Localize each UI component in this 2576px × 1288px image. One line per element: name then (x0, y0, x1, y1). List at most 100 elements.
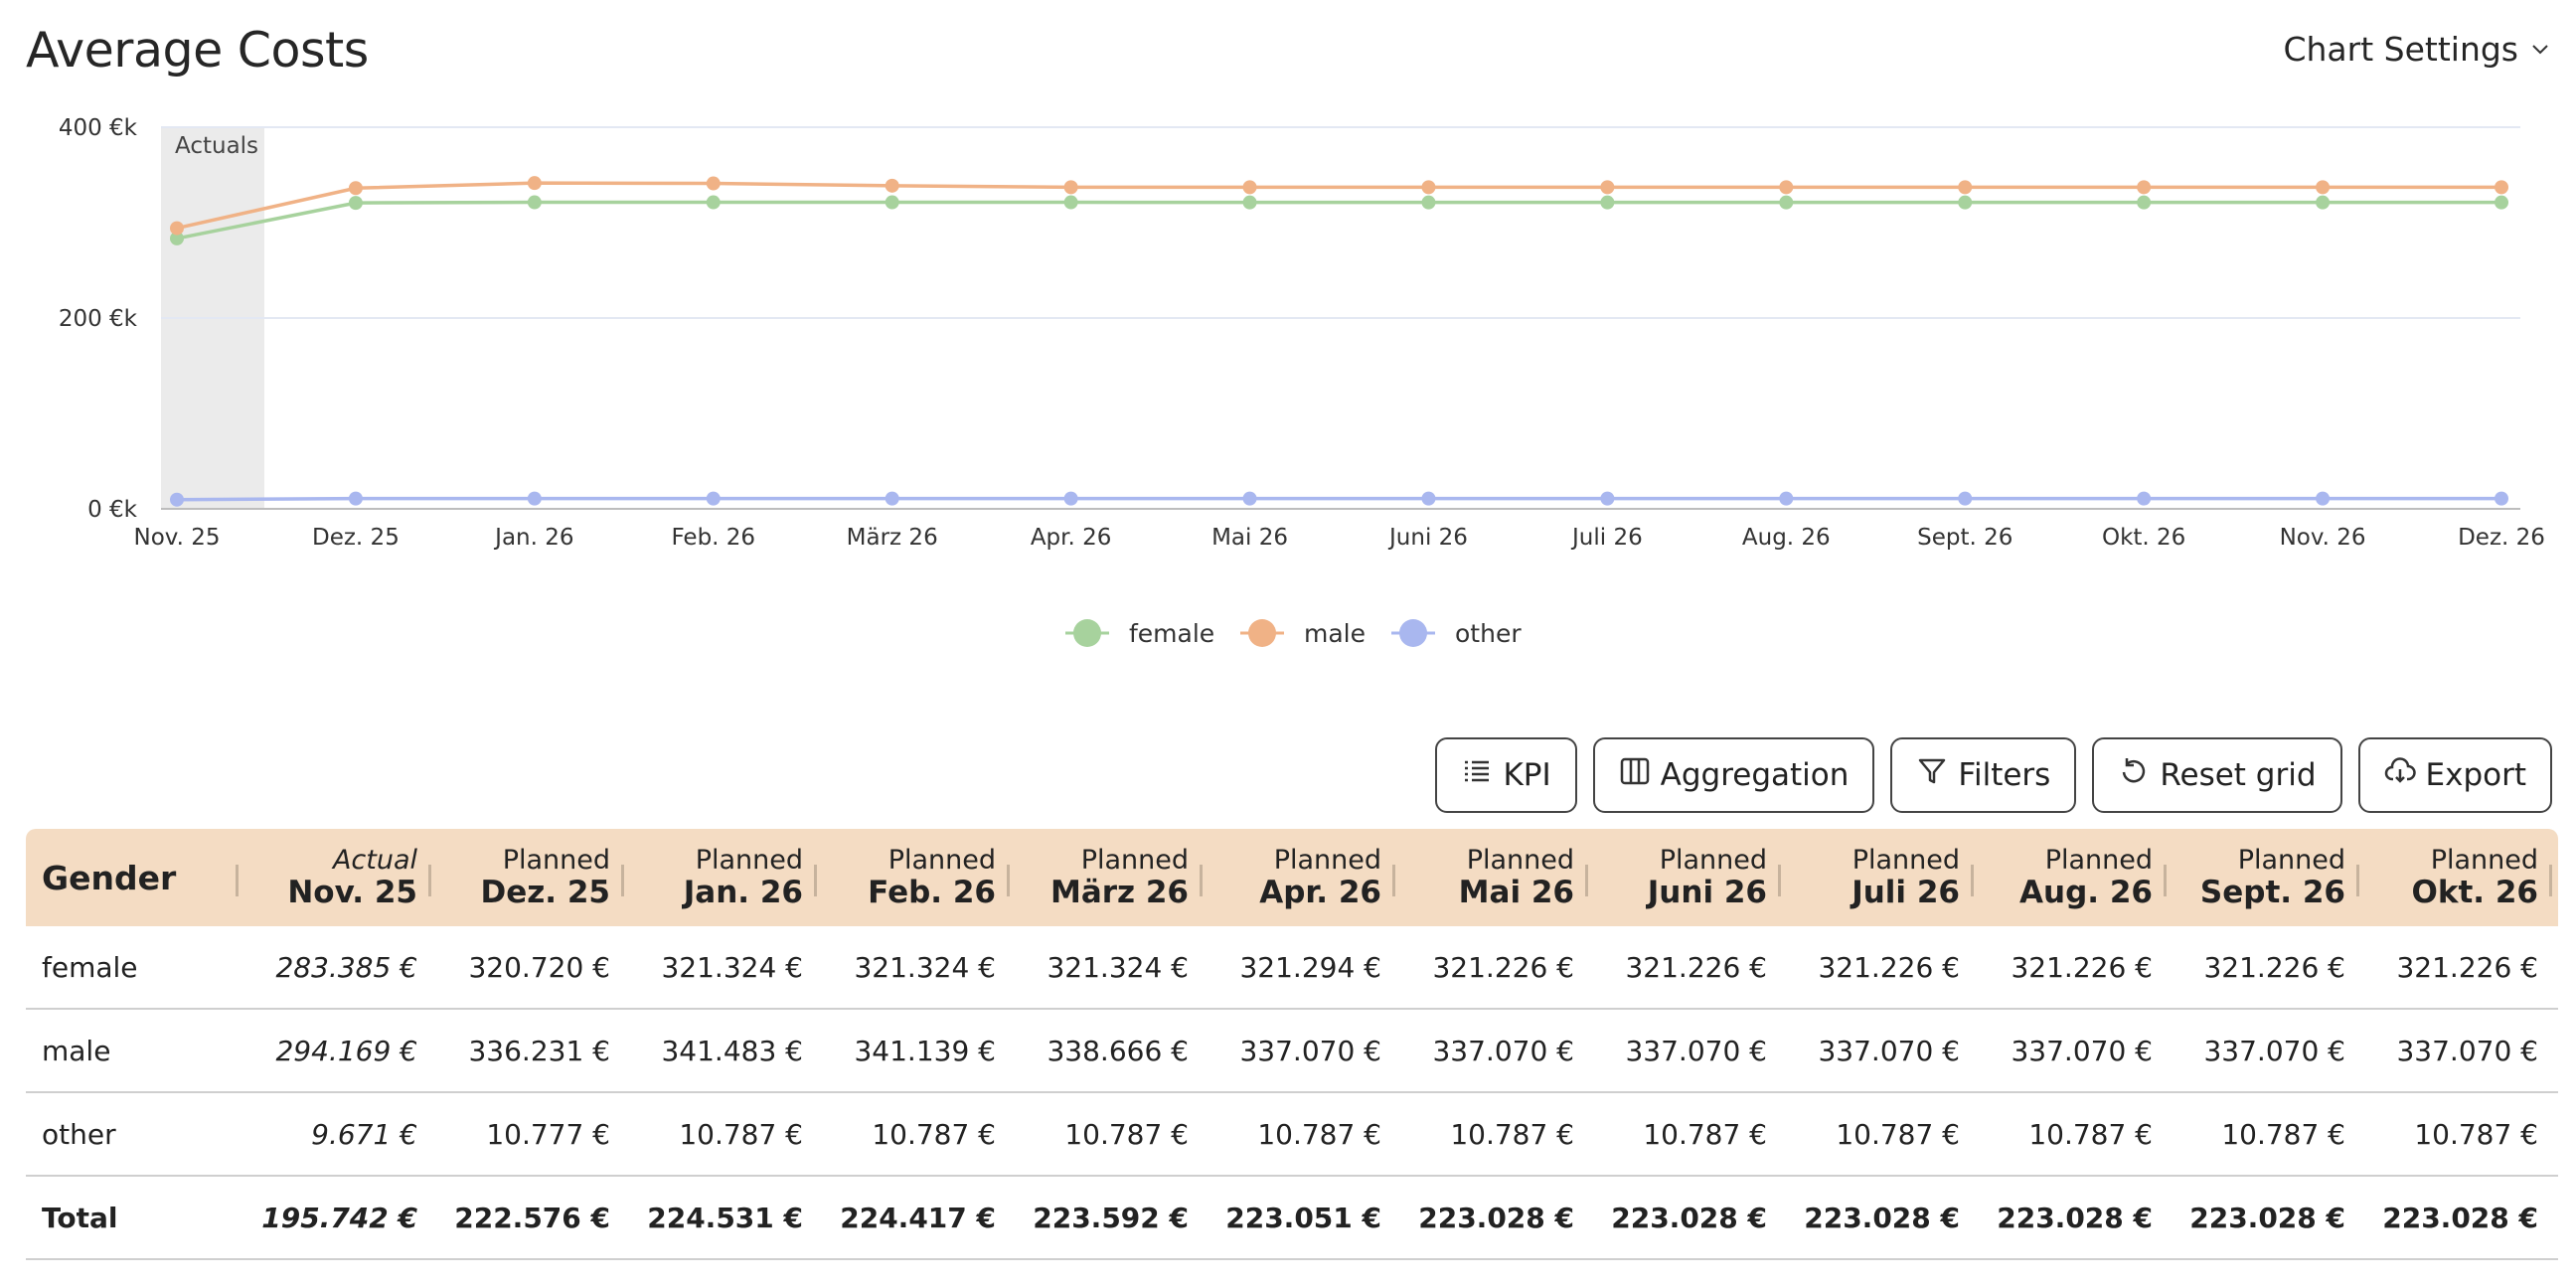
column-header[interactable]: Planned Dez. 25 (433, 829, 626, 926)
data-point-female (1779, 195, 1794, 210)
table-cell: 10.787 € (1450, 1117, 1574, 1151)
column-header[interactable]: Planned Sept. 26 (2169, 829, 2361, 926)
filters-button[interactable]: Filters (1890, 737, 2077, 813)
data-point-female (527, 195, 542, 210)
table-cell: 10.787 € (872, 1117, 996, 1151)
column-header-gender[interactable]: Gender (26, 829, 241, 926)
chart-settings-button[interactable]: Chart Settings (2283, 30, 2552, 69)
table-cell: 10.787 € (2414, 1117, 2538, 1151)
column-header[interactable]: Planned Apr. 26 (1205, 829, 1397, 926)
series-line-female (176, 200, 2501, 241)
data-point-male (348, 181, 363, 196)
column-header[interactable]: Planned Aug. 26 (1976, 829, 2169, 926)
data-point-other (2316, 491, 2331, 506)
table-cell: 337.070 € (2011, 1034, 2153, 1067)
table-cell: 338.666 € (1046, 1034, 1189, 1067)
table-cell: 321.226 € (1432, 950, 1574, 984)
column-header[interactable]: Planned Juli 26 (1783, 829, 1976, 926)
column-header-top: Planned (1466, 844, 1574, 876)
table-cell: 321.226 € (1625, 950, 1767, 984)
table-cell: 337.070 € (1818, 1034, 1960, 1067)
x-tick-label: Jan. 26 (493, 525, 573, 551)
kpi-button-label: KPI (1503, 757, 1551, 793)
column-header[interactable]: Planned Jan. 26 (626, 829, 819, 926)
chart-settings-label: Chart Settings (2283, 30, 2518, 69)
y-tick-label: 0 €k (87, 497, 138, 523)
table-row-male[interactable]: male 294.169 € 336.231 € 341.483 € 341.1… (26, 1010, 2558, 1093)
data-point-male (170, 221, 184, 236)
column-header-month: Mai 26 (1458, 874, 1574, 910)
data-point-male (1063, 180, 1078, 195)
table-cell: 294.169 € (275, 1034, 417, 1067)
column-header-month: Dez. 25 (480, 874, 610, 910)
grid-header-row: Gender Actual Nov. 25 Planned Dez. 25 Plan… (26, 829, 2558, 926)
kpi-button[interactable]: KPI (1435, 737, 1577, 813)
table-cell: 321.226 € (1818, 950, 1960, 984)
data-point-other (2137, 491, 2152, 506)
legend-label-female: female (1129, 619, 1214, 648)
grid-toolbar: KPI Aggregation Filters Reset grid Expor… (1435, 737, 2552, 813)
column-header-month: Juni 26 (1647, 874, 1767, 910)
data-point-female (1958, 195, 1973, 210)
data-point-male (2137, 180, 2152, 195)
column-header-top: Planned (1659, 844, 1767, 876)
table-cell: 337.070 € (1432, 1034, 1574, 1067)
data-point-female (1421, 195, 1436, 210)
row-label: male (42, 1034, 111, 1067)
data-point-male (2495, 180, 2508, 195)
table-cell: 337.070 € (2396, 1034, 2538, 1067)
data-point-other (170, 492, 184, 507)
table-row-female[interactable]: female 283.385 € 320.720 € 321.324 € 321… (26, 926, 2558, 1010)
x-tick-label: Mai 26 (1211, 525, 1288, 551)
legend-marker-other (1399, 619, 1427, 647)
aggregation-button[interactable]: Aggregation (1592, 737, 1875, 813)
data-point-male (1779, 180, 1794, 195)
table-cell: 341.139 € (854, 1034, 996, 1067)
chevron-down-icon (2528, 30, 2552, 69)
data-point-male (2316, 180, 2331, 195)
column-header-top: Actual (332, 844, 417, 876)
data-point-other (1063, 491, 1078, 506)
table-cell: 321.226 € (2203, 950, 2345, 984)
data-point-male (527, 176, 542, 191)
data-point-female (2137, 195, 2152, 210)
export-button[interactable]: Export (2357, 737, 2552, 813)
data-point-male (1421, 180, 1436, 195)
data-point-female (706, 195, 721, 210)
column-header[interactable]: Planned Juni 26 (1590, 829, 1783, 926)
table-cell: 10.777 € (486, 1117, 610, 1151)
data-point-female (2495, 195, 2508, 210)
table-row-other[interactable]: other 9.671 € 10.777 € 10.787 € 10.787 €… (26, 1093, 2558, 1177)
data-point-other (885, 491, 899, 506)
table-cell: 195.742 € (261, 1201, 417, 1234)
data-point-male (885, 178, 899, 193)
y-tick-label: 400 €k (59, 115, 138, 141)
table-cell: 321.226 € (2011, 950, 2153, 984)
table-cell: 321.226 € (2396, 950, 2538, 984)
column-header[interactable]: Planned Feb. 26 (819, 829, 1012, 926)
data-point-female (1242, 195, 1257, 210)
y-tick-label: 200 €k (59, 306, 138, 332)
column-header-month: Nov. 25 (287, 874, 417, 910)
data-point-male (1242, 180, 1257, 195)
table-cell: 283.385 € (275, 950, 417, 984)
table-cell: 10.787 € (1064, 1117, 1189, 1151)
column-header[interactable]: Planned Mai 26 (1397, 829, 1590, 926)
data-point-other (1242, 491, 1257, 506)
filters-button-label: Filters (1958, 757, 2051, 793)
table-row-total[interactable]: Total 195.742 € 222.576 € 224.531 € 224.… (26, 1177, 2558, 1260)
column-header-top: Planned (695, 844, 803, 876)
column-header[interactable]: Actual Nov. 25 (241, 829, 433, 926)
reset-grid-button[interactable]: Reset grid (2092, 737, 2342, 813)
column-header-top: Planned (2237, 844, 2345, 876)
column-header-month: Juli 26 (1852, 874, 1960, 910)
reset-grid-button-label: Reset grid (2160, 757, 2317, 793)
data-point-other (1958, 491, 1973, 506)
x-tick-label: Juli 26 (1570, 525, 1643, 551)
table-cell: 337.070 € (2203, 1034, 2345, 1067)
column-header-month: Jan. 26 (683, 874, 803, 910)
column-header[interactable]: Planned Okt. 26 (2361, 829, 2554, 926)
column-header[interactable]: Planned März 26 (1012, 829, 1205, 926)
table-cell: 223.028 € (2382, 1201, 2538, 1234)
